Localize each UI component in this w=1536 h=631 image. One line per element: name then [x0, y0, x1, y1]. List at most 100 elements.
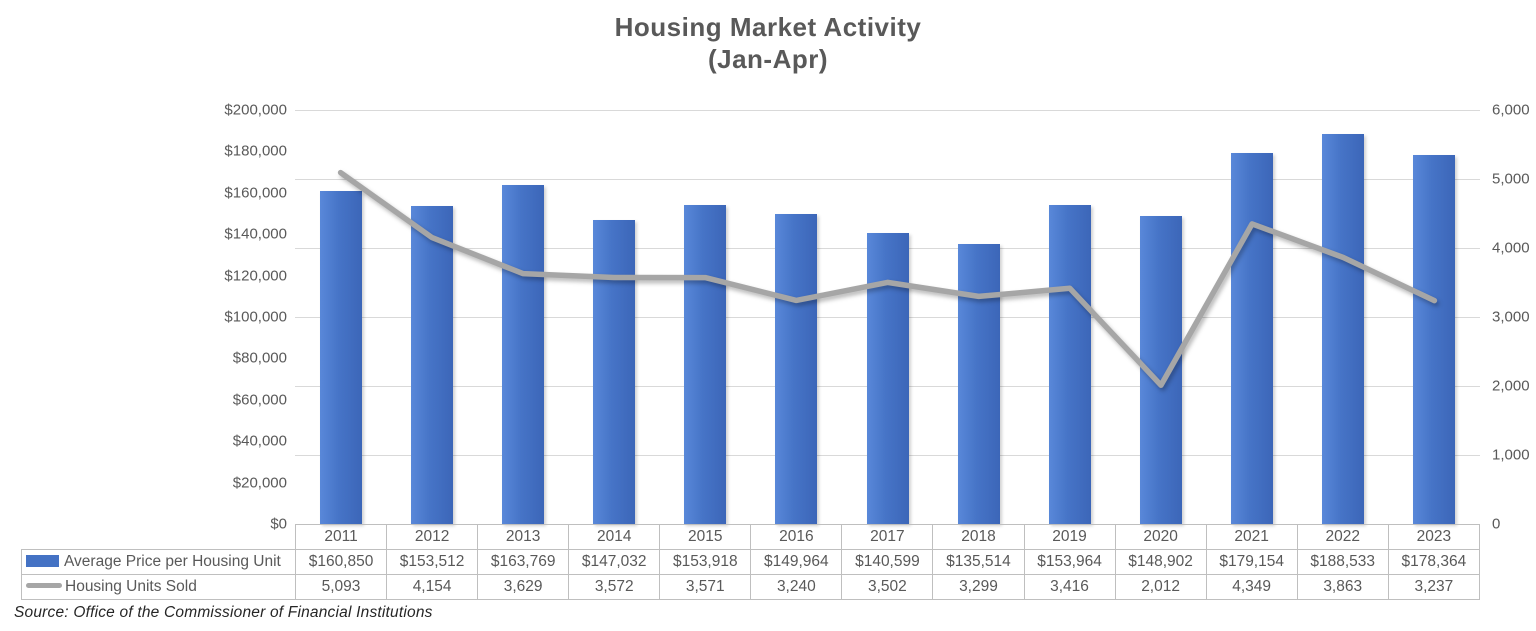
left-axis-tick-label: $140,000 — [224, 225, 287, 243]
value-cell: $153,964 — [1023, 549, 1116, 575]
year-header-cell: 2019 — [1023, 524, 1116, 550]
legend-cell: Average Price per Housing Unit — [21, 549, 296, 575]
legend-label: Housing Units Sold — [65, 578, 197, 595]
chart-title-line1: Housing Market Activity — [614, 12, 922, 42]
bar — [1413, 154, 1456, 524]
bar-cell — [933, 110, 1024, 524]
bar — [1048, 205, 1091, 524]
bar — [319, 191, 362, 524]
table-header-row: 2011 2012 2013 2014 2015 2016 2017 2018 2019 2020… — [22, 524, 1481, 550]
right-axis: 6,000 5,000 4,000 3,000 2,000 1,000 0 — [1492, 102, 1536, 533]
value-cell: $147,032 — [568, 549, 661, 575]
value-cell: $140,599 — [841, 549, 934, 575]
value-cell: 3,237 — [1387, 574, 1481, 600]
units-sold-line — [337, 169, 1438, 388]
right-axis-tick-label: 1,000 — [1492, 446, 1530, 464]
bar-legend-swatch — [26, 555, 59, 567]
bar — [1231, 153, 1274, 524]
value-cell: $160,850 — [294, 549, 388, 575]
value-cell: 4,349 — [1205, 574, 1298, 600]
bar-cell — [1207, 110, 1298, 524]
right-axis-tick-label: 2,000 — [1492, 377, 1530, 395]
bar-cell — [751, 110, 842, 524]
bar-series — [295, 110, 1480, 524]
value-cell: 3,502 — [841, 574, 934, 600]
value-cell: 4,154 — [386, 574, 479, 600]
year-header-cell: 2016 — [750, 524, 843, 550]
plot-area — [295, 110, 1480, 525]
bar — [775, 213, 818, 524]
left-axis-tick-label: $160,000 — [224, 184, 287, 202]
value-cell: 5,093 — [294, 574, 388, 600]
table-body: 2011 2012 2013 2014 2015 2016 2017 2018 2019 2020… — [21, 524, 1481, 600]
value-cell: 3,240 — [750, 574, 843, 600]
bar — [684, 205, 727, 524]
right-axis-tick-label: 0 — [1492, 515, 1501, 533]
bar-cell — [1298, 110, 1389, 524]
value-cell: 3,571 — [659, 574, 752, 600]
bar-cell — [477, 110, 568, 524]
value-cell: 3,416 — [1023, 574, 1116, 600]
left-axis-tick-label: $0 — [270, 515, 287, 533]
year-header-cell: 2014 — [568, 524, 661, 550]
chart-title: Housing Market Activity (Jan-Apr) — [0, 12, 1536, 75]
left-axis-tick-label: $100,000 — [224, 308, 287, 326]
year-header-cell: 2023 — [1387, 524, 1481, 550]
year-header-cell: 2021 — [1205, 524, 1298, 550]
value-cell: 3,299 — [932, 574, 1025, 600]
bar-cell — [568, 110, 659, 524]
bar-cell — [295, 110, 386, 524]
left-axis-tick-label: $20,000 — [232, 474, 287, 492]
value-cell: $149,964 — [750, 549, 843, 575]
value-cell: 3,629 — [477, 574, 570, 600]
source-note: Source: Office of the Commissioner of Fi… — [14, 604, 433, 621]
year-header-cell: 2020 — [1114, 524, 1207, 550]
value-cell: $178,364 — [1387, 549, 1481, 575]
year-header-cell: 2018 — [932, 524, 1025, 550]
value-cell: 3,863 — [1296, 574, 1389, 600]
right-axis-tick-label: 6,000 — [1492, 101, 1530, 119]
right-axis-tick-label: 3,000 — [1492, 308, 1530, 326]
left-axis-tick-label: $40,000 — [232, 432, 287, 450]
value-cell: $153,918 — [659, 549, 752, 575]
left-axis: $200,000 $180,000 $160,000 $140,000 $120,000… — [0, 102, 287, 533]
bar-cell — [1024, 110, 1115, 524]
value-cell: $179,154 — [1205, 549, 1298, 575]
value-cell: $163,769 — [477, 549, 570, 575]
left-axis-tick-label: $180,000 — [224, 142, 287, 160]
line-legend-swatch — [26, 583, 62, 588]
left-axis-tick-label: $200,000 — [224, 101, 287, 119]
legend-cell: Housing Units Sold — [21, 574, 296, 600]
grid-line — [295, 110, 1480, 111]
right-axis-tick-label: 5,000 — [1492, 170, 1530, 188]
value-cell: $148,902 — [1114, 549, 1207, 575]
bar — [593, 219, 636, 524]
right-axis-tick-label: 4,000 — [1492, 239, 1530, 257]
year-header-cell: 2017 — [841, 524, 934, 550]
bar-cell — [386, 110, 477, 524]
blank-corner-cell — [22, 525, 296, 550]
table-row: Housing Units Sold 5,093 4,154 3,629 3,572 3,… — [21, 574, 1481, 600]
value-cell: 2,012 — [1114, 574, 1207, 600]
bar — [957, 243, 1000, 524]
year-header-cell: 2022 — [1296, 524, 1389, 550]
value-cell: $135,514 — [932, 549, 1025, 575]
value-cell: 3,572 — [568, 574, 661, 600]
value-cell: $188,533 — [1296, 549, 1389, 575]
grid-line — [295, 178, 1480, 180]
legend-label: Average Price per Housing Unit — [64, 553, 281, 570]
year-header-cell: 2011 — [294, 524, 388, 550]
bar — [410, 206, 453, 524]
chart-title-line2: (Jan-Apr) — [707, 43, 829, 74]
bar-cell — [1389, 110, 1480, 524]
left-axis-tick-label: $80,000 — [232, 349, 287, 367]
line-series — [337, 169, 1438, 388]
table-row: Average Price per Housing Unit $160,850 $1… — [21, 549, 1481, 575]
year-header-cell: 2012 — [386, 524, 479, 550]
bar — [1322, 133, 1365, 524]
left-axis-tick-label: $60,000 — [232, 391, 287, 409]
data-table: 2011 2012 2013 2014 2015 2016 2017 2018 2019 2020… — [21, 524, 1481, 600]
value-cell: $153,512 — [386, 549, 479, 575]
year-header-cell: 2013 — [477, 524, 570, 550]
